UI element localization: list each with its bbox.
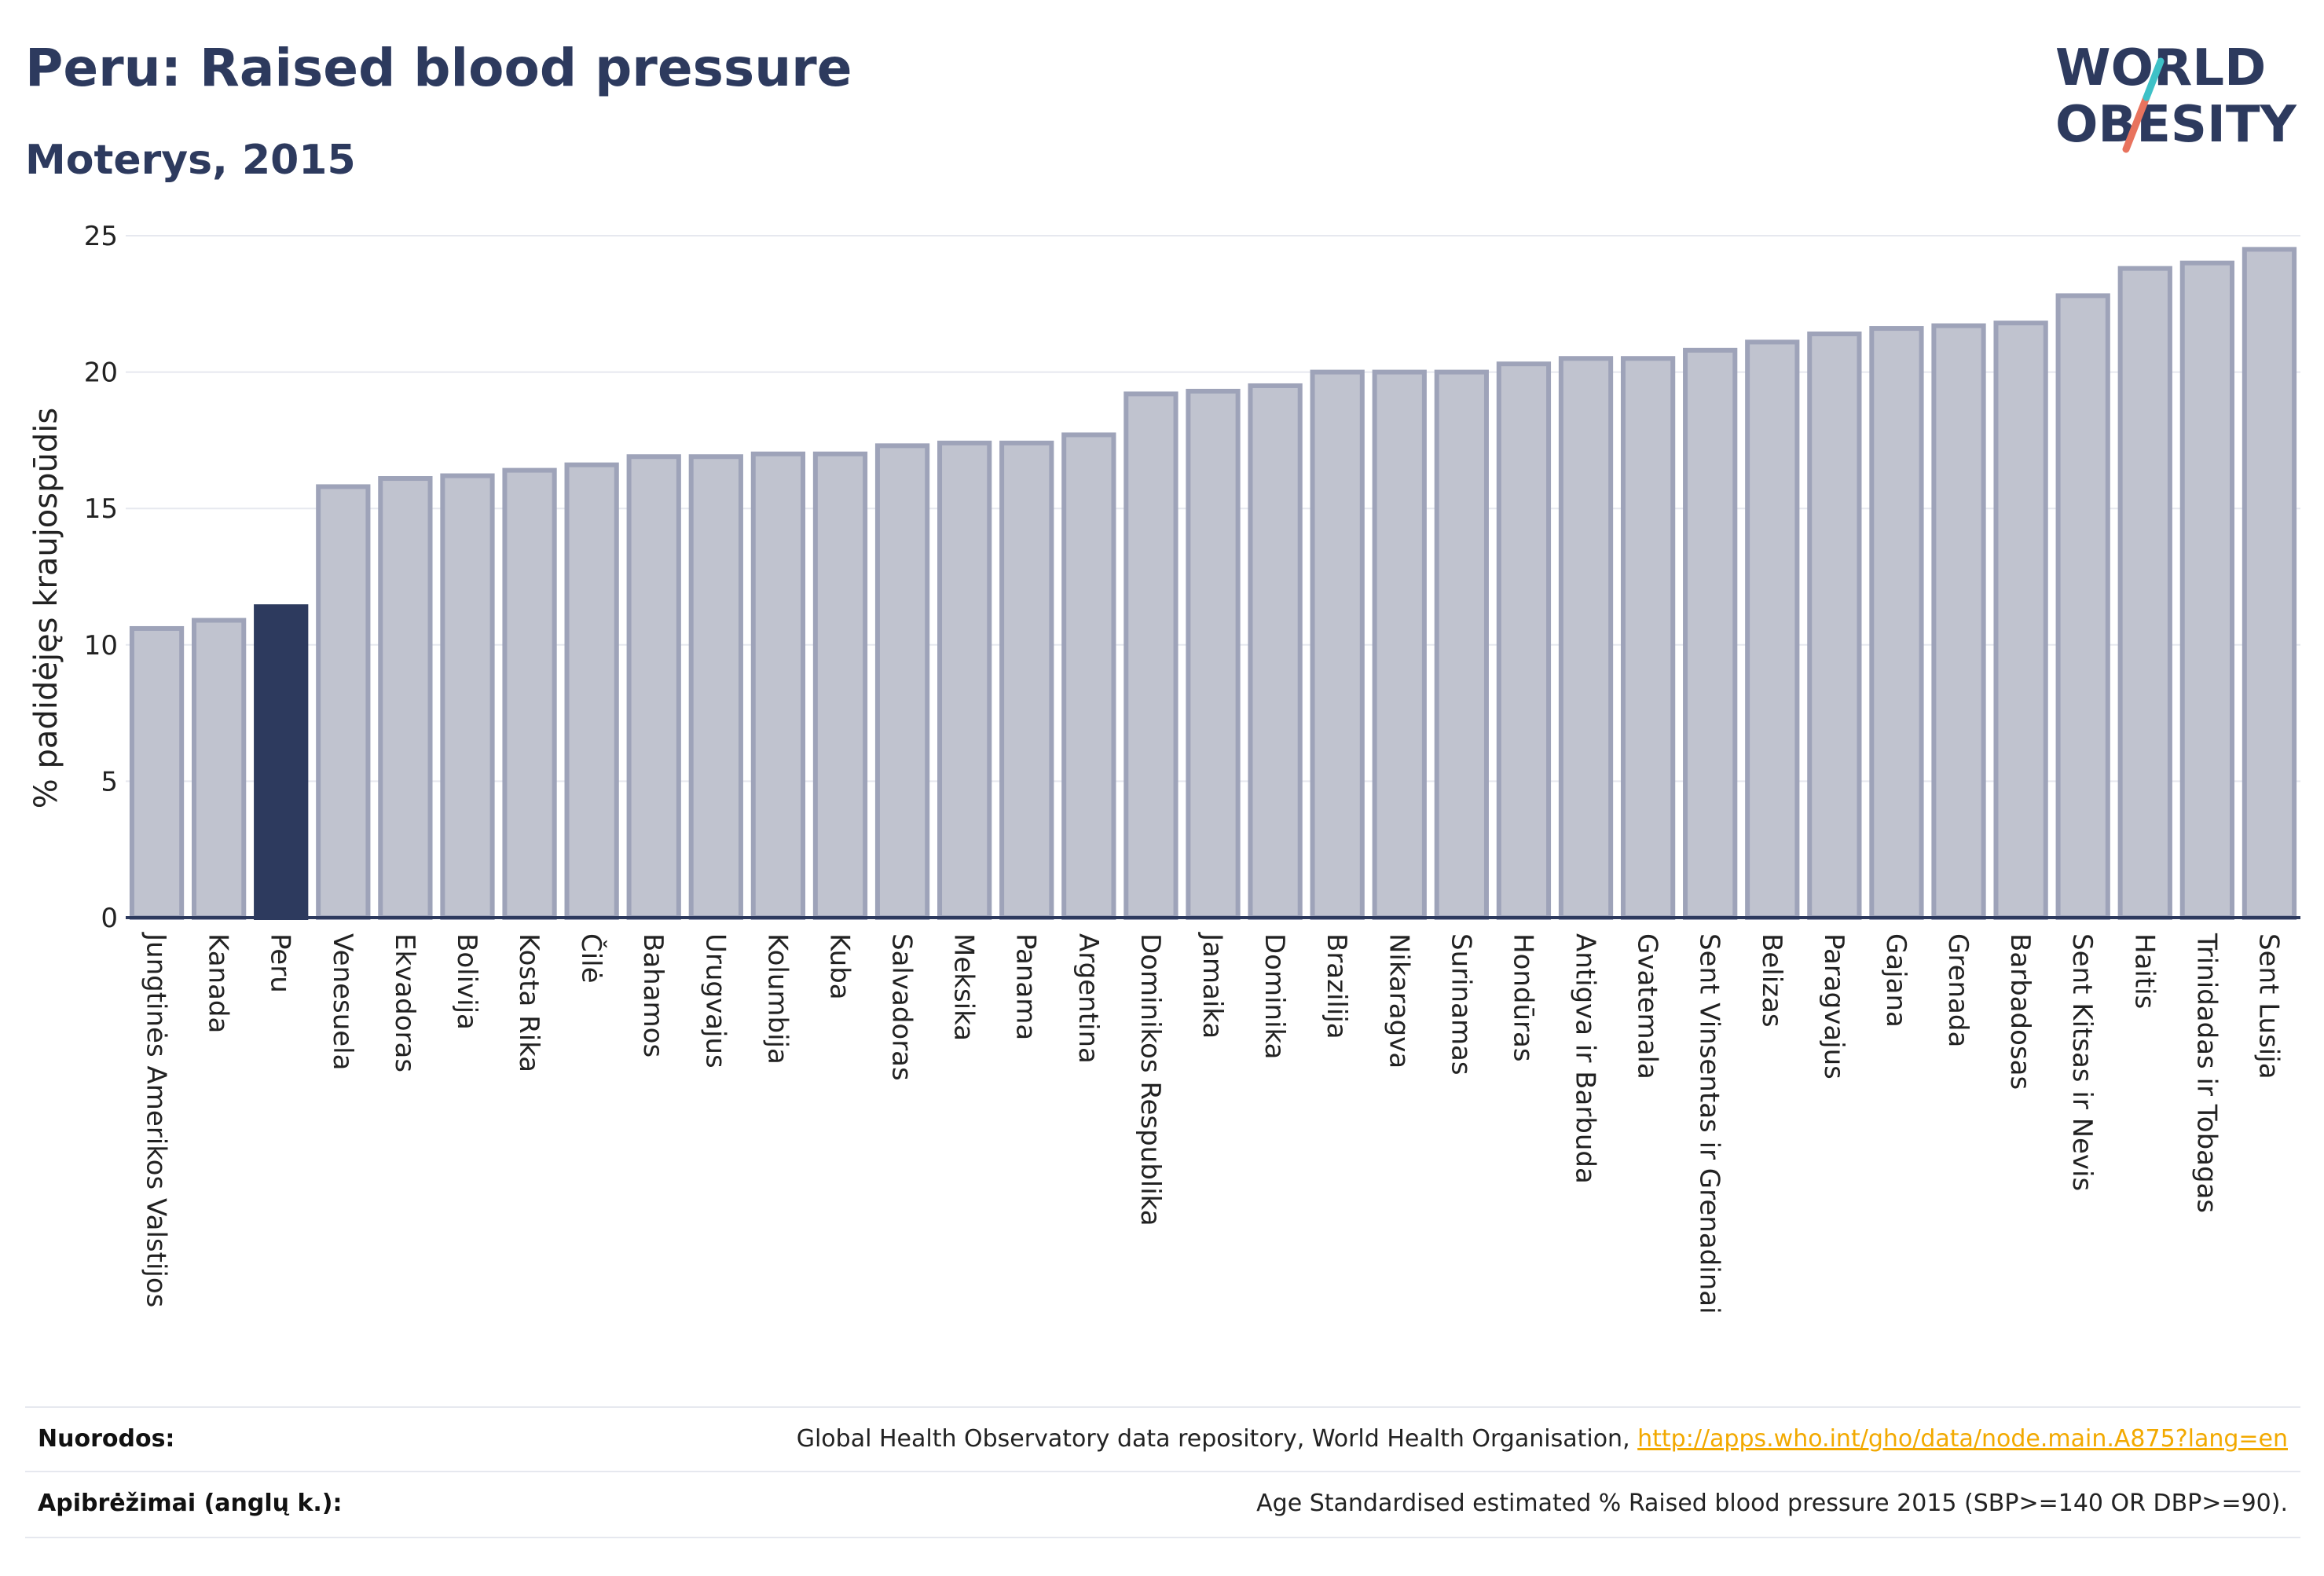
chart-title: Peru: Raised blood pressure [25,38,852,98]
x-tick-label: Argentina [1072,933,1104,1064]
bar [812,451,868,920]
x-tick-label: Trinidadas ir Tobagas [2190,933,2222,1213]
bar [378,476,433,920]
y-tick-label: 5 [101,766,118,797]
bar [1372,369,1427,921]
x-tick-label: Peru [265,933,296,993]
bar [1434,369,1489,921]
x-tick-label: Gvatemala [1632,933,1663,1079]
y-axis-label: % padidėjęs kraujospūdis [28,408,64,808]
x-tick-label: Urugvajus [699,933,731,1068]
x-tick-label: Venesuela [327,933,358,1070]
bar [2055,293,2110,921]
x-tick-label: Brazilija [1321,933,1352,1039]
sources-text: Global Health Observatory data repositor… [796,1425,1638,1453]
x-tick-label: Haitis [2128,933,2160,1009]
bar [129,625,185,921]
x-tick-label: Barbadosas [2004,933,2036,1090]
x-tick-label: Kanada [203,933,234,1033]
x-tick-label: Gajana [1880,933,1912,1028]
sources-value: Global Health Observatory data repositor… [797,1425,2288,1453]
x-tick-label: Ekvadoras [389,933,420,1072]
bar-chart: 0 5 10 15 20 25 % padidėjęs kraujospūdis Jungti… [28,221,2300,1314]
bar [999,440,1054,920]
bar [1683,347,1738,921]
bar [750,451,806,920]
x-tick-label: Bahamos [637,933,669,1057]
x-tick-label: Grenada [1942,933,1974,1047]
bar [1496,361,1552,920]
sources-link[interactable]: http://apps.who.int/gho/data/node.main.A… [1637,1425,2288,1453]
bar [564,462,619,920]
x-tick-label: Kosta Rika [513,933,544,1072]
x-tick-label: Nikaragva [1383,933,1414,1068]
x-tick-label: Sent Vinsentas ir Grenadinai [1694,933,1725,1314]
x-tick-label: Kolumbija [761,933,793,1065]
bar [688,454,743,920]
bar [191,618,247,920]
bar [626,454,681,920]
bar [2242,247,2297,920]
y-tick-label: 0 [101,903,118,934]
bar [1931,323,1986,920]
x-tick-label: Meksika [948,933,980,1041]
x-tick-label: Antigva ir Barbuda [1570,933,1601,1184]
sources-label: Nuorodos: [38,1425,175,1453]
x-tick-label: Sent Kitsas ir Nevis [2066,933,2098,1191]
bar [1124,391,1178,921]
bar [2117,266,2172,920]
bar [2179,260,2235,921]
y-tick-label: 15 [84,493,118,525]
definitions-label: Apibrėžimai (anglų k.): [38,1490,343,1517]
x-tick-label: Surinamas [1445,933,1476,1076]
x-tick-label: Belizas [1756,933,1787,1028]
bar [1061,432,1116,920]
definitions-value: Age Standardised estimated % Raised bloo… [1256,1490,2288,1517]
y-tick-label: 20 [84,357,118,389]
definitions-row: Apibrėžimai (anglų k.): Age Standardised… [25,1471,2300,1538]
world-obesity-logo: WORLD OBESITY [2055,39,2297,154]
bar [1186,388,1241,920]
y-tick-label: 25 [84,221,118,252]
x-tick-label: Dominikos Respublika [1135,933,1166,1226]
bar [316,484,371,920]
x-tick-label: Paragvajus [1818,933,1849,1079]
x-tick-label: Panama [1010,933,1042,1040]
bar [440,473,495,920]
bar [254,604,309,921]
bar [937,440,992,920]
bar [1310,369,1365,921]
chart-subtitle: Moterys, 2015 [25,137,356,184]
x-tick-label: Jamaika [1197,932,1228,1039]
x-tick-label: Bolivija [451,933,482,1030]
bar [874,443,930,920]
y-tick-label: 10 [84,630,118,662]
bar [1248,383,1303,920]
x-tick-label: Kuba [823,933,855,1000]
x-tick-label: Jungtinės Amerikos Valstijos [141,932,172,1307]
sources-row: Nuorodos: Global Health Observatory data… [25,1406,2300,1472]
bar [1807,331,1862,920]
x-tick-label: Salvadoras [886,933,918,1081]
bar [502,467,557,920]
bar [1869,326,1924,921]
bar [1745,339,1800,920]
x-tick-label: Hondūras [1507,933,1538,1062]
x-tick-label: Dominika [1259,933,1290,1059]
bar [1993,321,2048,920]
bar [1558,356,1614,920]
bar [1620,356,1676,920]
x-tick-label: Sent Lusija [2253,933,2284,1079]
x-tick-label: Čilė [575,933,607,984]
svg-text:OBESITY: OBESITY [2055,96,2297,154]
